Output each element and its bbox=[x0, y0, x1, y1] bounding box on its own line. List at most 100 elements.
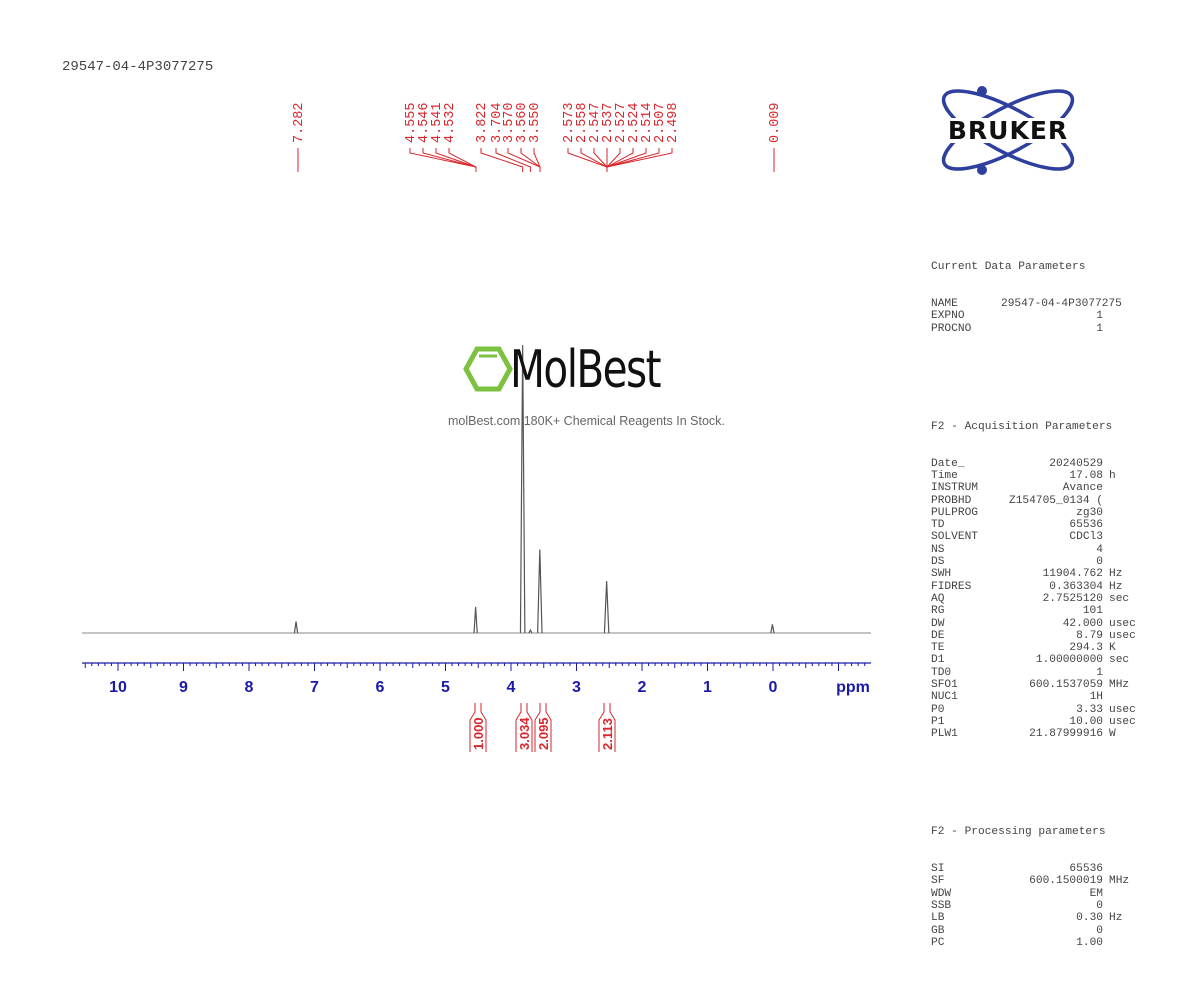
param-value: 1H bbox=[1089, 691, 1103, 704]
spectrum-peak bbox=[770, 624, 775, 634]
param-key: SSB bbox=[931, 900, 952, 913]
peak-label: 4.541 bbox=[430, 102, 445, 143]
param-row-instrum: INSTRUM Avance bbox=[931, 482, 1136, 494]
param-key: P1 bbox=[931, 715, 945, 728]
param-key: EXPNO bbox=[931, 310, 965, 323]
param-unit bbox=[1103, 667, 1109, 679]
param-key: NUC1 bbox=[931, 691, 958, 704]
param-value: CDCl3 bbox=[1069, 531, 1103, 544]
param-row-pulprog: PULPROG zg30 bbox=[931, 507, 1136, 519]
peak-label: 0.009 bbox=[768, 102, 783, 143]
spectrum-peak bbox=[473, 607, 478, 634]
watermark-tagline: molBest.com,180K+ Chemical Reagents In S… bbox=[448, 414, 725, 428]
x-tick-label: 1 bbox=[703, 679, 712, 696]
param-unit bbox=[1103, 531, 1109, 543]
param-value: 10.00 bbox=[1069, 715, 1103, 728]
peak-label: 3.822 bbox=[475, 102, 490, 143]
peak-label: 2.537 bbox=[601, 102, 616, 143]
param-unit: usec bbox=[1109, 703, 1136, 716]
param-key: NS bbox=[931, 543, 945, 556]
param-row-te: TE 294.3 K bbox=[931, 642, 1136, 654]
param-unit bbox=[1103, 925, 1109, 937]
param-key: FIDRES bbox=[931, 580, 972, 593]
param-value: 1.00000000 bbox=[1035, 654, 1103, 667]
param-value: 3.33 bbox=[1076, 703, 1103, 716]
peak-label: 4.555 bbox=[404, 102, 419, 143]
param-row-gb: GB 0 bbox=[931, 925, 1136, 937]
molbest-watermark bbox=[463, 346, 513, 392]
param-key: SI bbox=[931, 863, 945, 876]
current-data-parameters: Current Data Parameters NAME 29547-04-4P3… bbox=[931, 237, 1136, 360]
param-key: TE bbox=[931, 642, 945, 655]
param-value: 17.08 bbox=[1069, 469, 1103, 482]
integral-value: 3.034 bbox=[517, 717, 532, 750]
integral-bracket bbox=[515, 703, 533, 752]
param-key: TD0 bbox=[931, 666, 952, 679]
param-unit: sec bbox=[1109, 654, 1130, 667]
benzene-icon bbox=[463, 346, 513, 392]
param-value: 0 bbox=[1096, 924, 1103, 937]
param-key: PROCNO bbox=[931, 322, 972, 335]
param-row-plw1: PLW1 21.87999916 W bbox=[931, 728, 1136, 740]
integral-value: 1.000 bbox=[471, 717, 486, 750]
param-value: Z154705_0134 ( bbox=[1009, 494, 1103, 507]
peak-label: 3.704 bbox=[490, 102, 505, 143]
param-value: 0.363304 bbox=[1049, 580, 1103, 593]
param-row-td: TD 65536 bbox=[931, 519, 1136, 531]
integral-value: 2.113 bbox=[600, 718, 615, 750]
param-unit bbox=[1103, 556, 1109, 568]
param-key: DS bbox=[931, 556, 945, 569]
param-value: Avance bbox=[1062, 482, 1103, 495]
atom-dot-icon bbox=[977, 86, 987, 96]
param-key: LB bbox=[931, 912, 945, 925]
param-key: P0 bbox=[931, 703, 945, 716]
param-value: 29547-04-4P3077275 bbox=[1001, 298, 1122, 311]
processing-parameters: F2 - Processing parameters SI 65536 SF 600.… bbox=[931, 802, 1136, 974]
peak-label: 4.532 bbox=[443, 102, 458, 143]
param-key: DE bbox=[931, 629, 945, 642]
peak-label: 2.573 bbox=[562, 102, 577, 143]
param-value: 42.000 bbox=[1062, 617, 1103, 630]
watermark-brand: MolBest bbox=[510, 340, 662, 400]
param-row-procno: PROCNO 1 bbox=[931, 323, 1136, 335]
x-tick-label: 2 bbox=[638, 679, 647, 696]
param-value: 101 bbox=[1082, 605, 1103, 618]
param-key: SOLVENT bbox=[931, 531, 978, 544]
param-unit bbox=[1103, 495, 1109, 507]
param-key: Time bbox=[931, 469, 958, 482]
param-unit: Hz bbox=[1109, 912, 1123, 925]
param-unit: usec bbox=[1109, 617, 1136, 630]
spectrum-peak bbox=[519, 344, 526, 634]
spectrum-peak bbox=[537, 549, 543, 634]
x-tick-label: 10 bbox=[109, 679, 127, 696]
peak-label: 2.514 bbox=[640, 102, 655, 143]
peak-label: 3.550 bbox=[528, 102, 543, 143]
param-key: PROBHD bbox=[931, 494, 972, 507]
param-row-expno: EXPNO 1 bbox=[931, 310, 1136, 322]
param-unit bbox=[1103, 482, 1109, 494]
param-value: 20240529 bbox=[1049, 457, 1103, 470]
param-key: GB bbox=[931, 924, 945, 937]
param-unit bbox=[1103, 691, 1109, 703]
param-value: zg30 bbox=[1076, 506, 1103, 519]
peak-label: 2.498 bbox=[666, 102, 681, 143]
peak-label: 2.558 bbox=[575, 102, 590, 143]
atom-dot-icon bbox=[977, 165, 987, 175]
param-unit bbox=[1103, 863, 1109, 875]
param-unit: K bbox=[1109, 642, 1116, 655]
param-key: TD bbox=[931, 519, 945, 532]
param-key: PLW1 bbox=[931, 728, 958, 741]
param-unit bbox=[1103, 298, 1109, 310]
param-row-p1: P1 10.00 usec bbox=[931, 716, 1136, 728]
spectrum-peak bbox=[293, 621, 299, 634]
param-key: WDW bbox=[931, 887, 952, 900]
param-key: D1 bbox=[931, 654, 945, 667]
param-key: NAME bbox=[931, 298, 958, 311]
nmr-spectrum-plot: 10 9 8 7 6 5 4 3 2 1 0 ppm bbox=[82, 344, 871, 696]
integral-value: 2.095 bbox=[536, 717, 551, 750]
param-unit: Hz bbox=[1109, 568, 1123, 581]
param-value: 1 bbox=[1096, 322, 1103, 335]
param-value: EM bbox=[1089, 887, 1103, 900]
param-value: 21.87999916 bbox=[1029, 728, 1103, 741]
